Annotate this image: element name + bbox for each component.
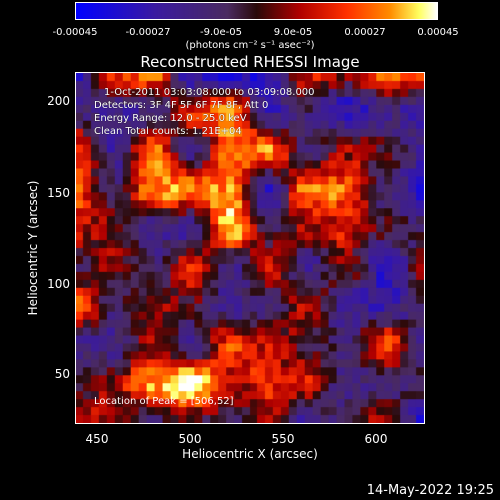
x-tick-label: 600 — [364, 432, 388, 446]
plot-area: 1-Oct-2011 03:03:08.000 to 03:09:08.000 … — [75, 72, 425, 424]
y-tick-label: 100 — [47, 277, 70, 291]
peak-location-label: Location of Peak = [506,52] — [94, 396, 234, 407]
y-tick-label: 200 — [47, 94, 70, 108]
colorbar-tick-label: 0.00027 — [344, 27, 386, 38]
info-time: 1-Oct-2011 03:03:08.000 to 03:09:08.000 — [104, 87, 315, 98]
colorbar-tick-label: -0.00027 — [125, 27, 171, 38]
y-tick-label: 50 — [54, 367, 70, 381]
x-tick-label: 550 — [271, 432, 295, 446]
colorbar-tick-label: -9.0e-05 — [200, 27, 242, 38]
x-tick-label: 500 — [178, 432, 202, 446]
colorbar — [75, 2, 438, 20]
colorbar-tick-label: 9.0e-05 — [273, 27, 313, 38]
colorbar-tick-label: -0.00045 — [52, 27, 98, 38]
timestamp: 14-May-2022 19:25 — [366, 483, 494, 498]
x-tick-label: 450 — [85, 432, 109, 446]
colorbar-tick-label: 0.00045 — [417, 27, 459, 38]
plot-title: Reconstructed RHESSI Image — [140, 53, 360, 71]
info-detectors: Detectors: 3F 4F 5F 6F 7F 8F, Att 0 — [94, 100, 269, 111]
info-clean: Clean Total counts: 1.21E+04 — [94, 126, 242, 137]
heatmap-image — [76, 73, 424, 423]
info-energy: Energy Range: 12.0 - 25.0 keV — [94, 113, 247, 124]
y-axis-label: Heliocentric Y (arcsec) — [26, 180, 40, 316]
y-tick-label: 150 — [47, 186, 70, 200]
colorbar-units: (photons cm⁻² s⁻¹ asec⁻²) — [185, 40, 315, 51]
x-axis-label: Heliocentric X (arcsec) — [182, 447, 318, 461]
